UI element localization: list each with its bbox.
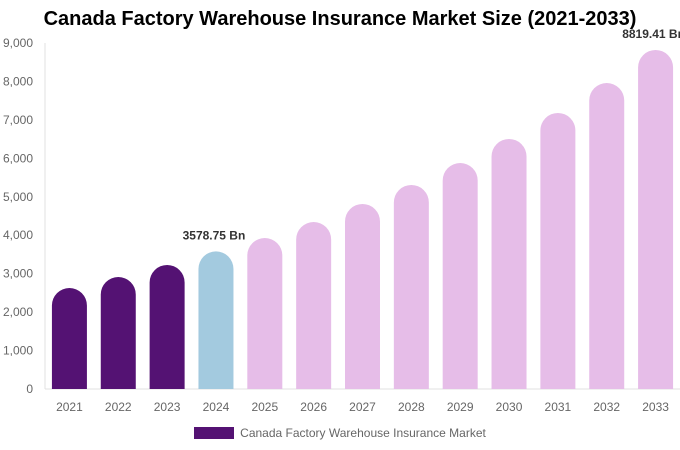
- x-tick-label: 2028: [398, 400, 425, 414]
- legend[interactable]: Canada Factory Warehouse Insurance Marke…: [0, 426, 680, 440]
- bar-2025: [247, 237, 283, 389]
- data-label-2024: 3578.75 Bn: [183, 228, 246, 242]
- bar-2030: [491, 138, 527, 389]
- bar-2033: [638, 49, 674, 389]
- y-tick-label: 4,000: [3, 228, 33, 242]
- x-tick-label: 2029: [447, 400, 474, 414]
- y-tick-label: 6,000: [3, 151, 33, 165]
- bar-2029: [442, 162, 478, 389]
- bar-2026: [296, 221, 332, 389]
- x-tick-label: 2032: [593, 400, 620, 414]
- y-tick-label: 0: [26, 382, 33, 396]
- y-tick-label: 8,000: [3, 74, 33, 88]
- y-tick-label: 9,000: [3, 36, 33, 50]
- bar-2031: [540, 112, 576, 390]
- legend-label: Canada Factory Warehouse Insurance Marke…: [240, 426, 486, 440]
- y-tick-label: 2,000: [3, 305, 33, 319]
- bar-2027: [345, 203, 380, 389]
- y-tick-label: 7,000: [3, 113, 33, 127]
- x-tick-label: 2030: [496, 400, 523, 414]
- bar-2023: [149, 264, 185, 389]
- x-tick-label: 2021: [56, 400, 83, 414]
- bar-2022: [100, 276, 136, 389]
- x-tick-label: 2024: [203, 400, 230, 414]
- bar-2028: [393, 184, 429, 389]
- bar-2024: [198, 251, 234, 389]
- legend-swatch: [194, 427, 235, 439]
- x-tick-label: 2033: [642, 400, 669, 414]
- x-tick-label: 2031: [545, 400, 572, 414]
- y-tick-label: 1,000: [3, 344, 33, 358]
- bar-2021: [51, 288, 87, 389]
- x-tick-label: 2026: [300, 400, 327, 414]
- x-tick-label: 2023: [154, 400, 181, 414]
- x-tick-label: 2027: [349, 400, 376, 414]
- bar-2032: [589, 82, 625, 389]
- x-tick-label: 2025: [251, 400, 278, 414]
- y-tick-label: 3,000: [3, 267, 33, 281]
- x-tick-label: 2022: [105, 400, 132, 414]
- y-tick-label: 5,000: [3, 190, 33, 204]
- data-label-2033: 8819.41 Bn: [622, 27, 680, 41]
- chart-title: Canada Factory Warehouse Insurance Marke…: [43, 8, 637, 30]
